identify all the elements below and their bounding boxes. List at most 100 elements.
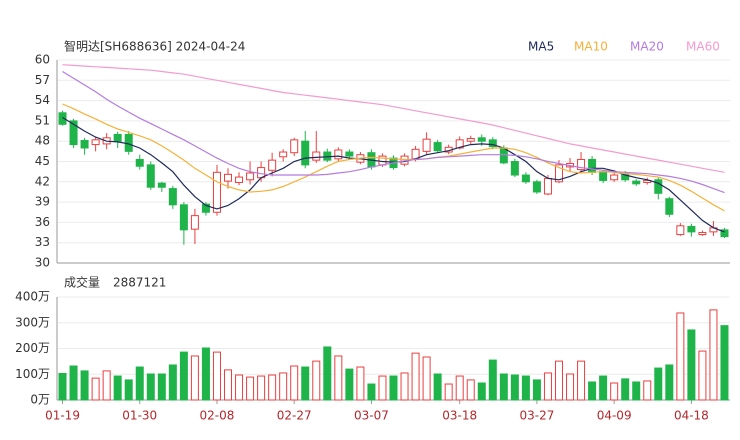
x-tick-label: 02-27 <box>277 409 312 423</box>
volume-tick-label: 200万 <box>15 341 50 355</box>
y-tick-label: 57 <box>35 73 50 87</box>
candle-body <box>113 133 122 142</box>
candle-body <box>157 182 166 188</box>
legend-entry: MA5 <box>528 40 554 54</box>
volume-tick-label: 100万 <box>15 367 50 381</box>
x-tick-label: 03-27 <box>519 409 554 423</box>
volume-bar <box>554 360 563 401</box>
x-tick-label: 02-08 <box>200 409 235 423</box>
volume-bar <box>124 379 133 401</box>
candle-body <box>168 188 177 206</box>
volume-bar <box>422 356 431 401</box>
volume-bar <box>389 375 398 401</box>
volume-bar <box>588 381 597 401</box>
legend-entry: MA10 <box>574 40 608 54</box>
y-tick-label: 60 <box>35 53 50 67</box>
y-tick-label: 30 <box>35 256 50 270</box>
candle-body <box>69 120 78 146</box>
candle-body <box>246 172 255 181</box>
volume-bar <box>466 379 475 401</box>
volume-title: 成交量 <box>64 275 100 290</box>
candle-body <box>599 171 608 181</box>
candle-body <box>510 161 519 176</box>
volume-bar <box>80 370 89 401</box>
volume-bar <box>268 374 277 401</box>
y-tick-label: 51 <box>35 113 50 127</box>
candle-body <box>235 176 244 183</box>
volume-bar <box>102 370 111 401</box>
candle-body <box>58 112 67 125</box>
candle-body <box>190 215 199 230</box>
volume-tick-label: 400万 <box>15 290 50 304</box>
candle-body <box>676 225 685 236</box>
volume-bar <box>212 351 221 401</box>
volume-bar <box>323 346 332 401</box>
volume-bar <box>400 372 409 401</box>
candle-body <box>698 232 707 236</box>
volume-bar <box>168 364 177 401</box>
volume-bar <box>676 312 685 401</box>
volume-bar <box>566 373 575 401</box>
volume-bar <box>345 368 354 401</box>
volume-bar <box>135 366 144 401</box>
ma-line <box>62 116 725 233</box>
candle-body <box>146 164 155 188</box>
volume-bar <box>610 382 619 401</box>
volume-bar <box>709 309 718 401</box>
volume-bar <box>367 383 376 401</box>
candle-body <box>488 139 497 148</box>
volume-bar <box>179 351 188 401</box>
volume-bar <box>312 360 321 401</box>
candle-body <box>312 151 321 161</box>
volume-tick-label: 0万 <box>30 393 50 407</box>
volume-bar <box>201 347 210 401</box>
volume-bar <box>577 360 586 401</box>
volume-bar <box>510 374 519 401</box>
volume-bar <box>621 378 630 401</box>
candle-body <box>212 171 221 213</box>
volume-bar <box>687 329 696 401</box>
x-tick-label: 03-18 <box>442 409 477 423</box>
volume-bar <box>599 375 608 401</box>
candle-body <box>179 204 188 231</box>
candle-body <box>334 149 343 160</box>
volume-bar <box>290 365 299 401</box>
candle-body <box>279 151 288 158</box>
candle-body <box>345 151 354 157</box>
legend-entry: MA20 <box>630 40 664 54</box>
candle-body <box>80 140 89 149</box>
x-tick-label: 04-09 <box>597 409 632 423</box>
x-tick-label: 01-19 <box>45 409 80 423</box>
candle-body <box>91 139 100 146</box>
ma-line <box>62 70 725 194</box>
candle-body <box>577 158 586 171</box>
candle-body <box>554 164 563 183</box>
volume-bar <box>91 377 100 401</box>
volume-bar <box>455 375 464 401</box>
volume-bar <box>477 382 486 401</box>
candle-body <box>422 138 431 152</box>
candle-body <box>532 181 541 193</box>
volume-bar <box>521 375 530 401</box>
volume-bar <box>499 373 508 401</box>
y-tick-label: 48 <box>35 134 50 148</box>
candle-body <box>201 203 210 213</box>
candle-body <box>477 137 486 142</box>
volume-bar <box>643 380 652 401</box>
volume-bar <box>654 367 663 401</box>
candle-body <box>588 158 597 173</box>
volume-bar <box>632 381 641 401</box>
y-tick-label: 36 <box>35 215 50 229</box>
volume-bar <box>532 379 541 401</box>
y-tick-label: 54 <box>35 93 50 107</box>
candle-body <box>687 225 696 233</box>
volume-bar <box>356 366 365 401</box>
x-tick-label: 04-18 <box>674 409 709 423</box>
volume-bar <box>488 359 497 401</box>
candle-body <box>543 177 552 195</box>
volume-bar <box>378 375 387 401</box>
volume-bar <box>411 352 420 401</box>
y-tick-label: 45 <box>35 154 50 168</box>
volume-bar <box>113 375 122 401</box>
